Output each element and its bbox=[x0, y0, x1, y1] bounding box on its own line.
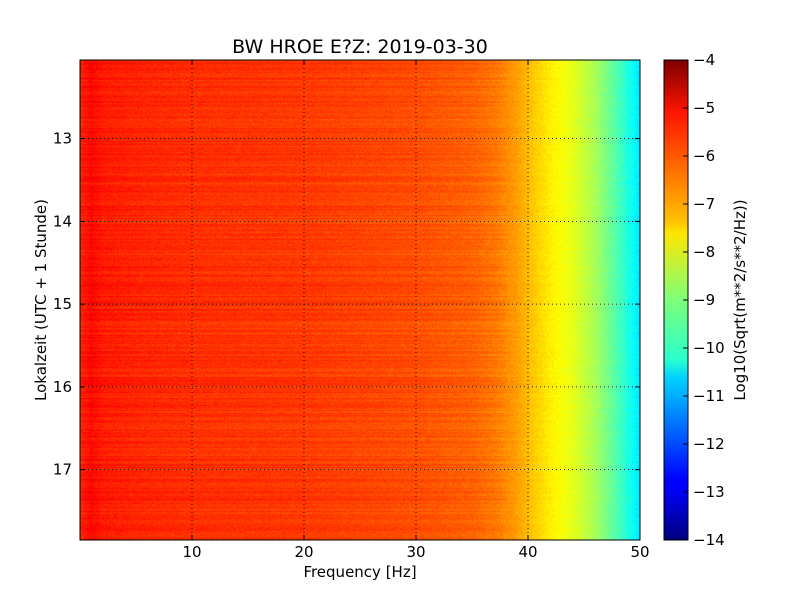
spectrogram-heatmap bbox=[80, 60, 640, 540]
colorbar-tick-label: −14 bbox=[693, 531, 725, 549]
y-axis-label: Lokalzeit (UTC + 1 Stunde) bbox=[32, 199, 50, 401]
x-tick-label: 20 bbox=[294, 543, 313, 561]
plot-frame bbox=[79, 59, 641, 541]
x-axis-ticks: 10 20 30 40 50 bbox=[182, 60, 650, 561]
colorbar-tick-label: −9 bbox=[693, 291, 715, 309]
colorbar-label: Log10(Sqrt(m**2/s**2/Hz)) bbox=[731, 199, 749, 400]
colorbar-tick-label: −13 bbox=[693, 483, 725, 501]
y-tick-label: 15 bbox=[53, 295, 72, 313]
colorbar-tick-label: −8 bbox=[693, 243, 715, 261]
y-tick-label: 16 bbox=[53, 378, 72, 396]
colorbar-tick-label: −6 bbox=[693, 147, 715, 165]
x-tick-label: 50 bbox=[630, 543, 649, 561]
y-tick-label: 14 bbox=[53, 212, 72, 230]
colorbar-tick-label: −12 bbox=[693, 435, 725, 453]
colorbar-tick-label: −4 bbox=[693, 51, 715, 69]
colorbar-tick-label: −5 bbox=[693, 99, 715, 117]
y-axis-ticks: 13 14 15 16 17 bbox=[53, 130, 640, 479]
colorbar-tick-label: −7 bbox=[693, 195, 715, 213]
spectrogram-plot bbox=[80, 60, 640, 540]
colorbar-tick-label: −10 bbox=[693, 339, 725, 357]
colorbar-ticks: −4 −5 −6 −7 −8 −9 −10 −11 −12 −13 −14 bbox=[683, 51, 725, 549]
chart-title: BW HROE E?Z: 2019-03-30 bbox=[232, 36, 488, 58]
x-tick-label: 30 bbox=[406, 543, 425, 561]
grid-lines bbox=[80, 60, 640, 540]
colorbar-tick-label: −11 bbox=[693, 387, 725, 405]
y-tick-label: 13 bbox=[53, 130, 72, 148]
x-tick-label: 40 bbox=[518, 543, 537, 561]
colorbar: −4 −5 −6 −7 −8 −9 −10 −11 −12 −13 −14 Log10(Sqrt(m… bbox=[663, 51, 749, 549]
y-tick-label: 17 bbox=[53, 461, 72, 479]
x-axis-label: Frequency [Hz] bbox=[303, 563, 416, 581]
x-tick-label: 10 bbox=[182, 543, 201, 561]
